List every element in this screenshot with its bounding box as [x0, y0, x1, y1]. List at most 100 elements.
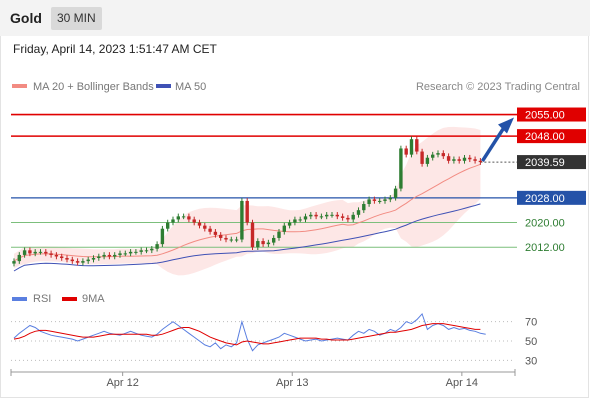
- candle-body: [197, 222, 202, 226]
- candle-body: [234, 239, 239, 241]
- candle-body: [245, 200, 249, 223]
- candle-body: [388, 197, 392, 200]
- support-label: 2020.00: [525, 218, 565, 230]
- candle-body: [60, 256, 64, 259]
- rsi-ma-legend-label: 9MA: [82, 293, 105, 305]
- candle-body: [134, 251, 138, 253]
- candle-body: [420, 151, 424, 164]
- resistance-tag: [517, 107, 586, 122]
- header-bar: Gold 30 MIN: [0, 0, 590, 36]
- candle-body: [346, 217, 350, 220]
- rsi-level-label: 70: [525, 317, 537, 329]
- candle-body: [287, 222, 292, 226]
- candle-body: [203, 225, 207, 229]
- ma20-line: [13, 163, 481, 262]
- candle-body: [75, 261, 80, 263]
- candle-body: [176, 216, 180, 220]
- candle-body: [256, 241, 260, 248]
- last-price-label: 2039.59: [525, 157, 565, 169]
- candle-body: [97, 256, 101, 259]
- candle-body: [155, 244, 159, 249]
- candle-body: [192, 219, 196, 223]
- timeframe-badge[interactable]: 30 MIN: [51, 7, 102, 30]
- candle-body: [383, 199, 387, 201]
- candle-body: [372, 199, 377, 201]
- rsi-ma-line: [13, 323, 481, 346]
- candle-body: [81, 261, 85, 263]
- candle-body: [293, 219, 297, 223]
- candle-body: [409, 139, 414, 155]
- candle-body: [261, 241, 265, 245]
- bollinger-band-fill: [14, 126, 481, 276]
- candle-body: [44, 251, 48, 254]
- candle-body: [229, 239, 233, 241]
- candle-body: [166, 222, 170, 229]
- candle-body: [452, 159, 456, 161]
- candle-body: [219, 234, 223, 238]
- candle-body: [272, 237, 276, 243]
- ma20-legend-swatch: [12, 84, 27, 88]
- candle-body: [33, 251, 37, 254]
- candle-body: [17, 254, 21, 262]
- candle-body: [128, 251, 133, 254]
- pivot-label: 2028.00: [525, 193, 565, 205]
- candle-body: [277, 231, 281, 238]
- time-tick-label: Apr 13: [276, 377, 308, 389]
- attribution: Research © 2023 Trading Central: [416, 81, 580, 93]
- timestamp: Friday, April 14, 2023 1:51:47 AM CET: [13, 42, 217, 56]
- candle-body: [351, 214, 355, 220]
- candle-body: [399, 148, 403, 189]
- candle-body: [378, 200, 382, 202]
- candle-body: [441, 153, 445, 157]
- candle-body: [314, 214, 318, 217]
- resistance-label: 2055.00: [525, 110, 565, 122]
- candle-body: [38, 251, 43, 253]
- candle-body: [224, 237, 228, 240]
- candle-body: [303, 216, 308, 220]
- candle-body: [330, 214, 334, 216]
- candle-body: [335, 214, 339, 217]
- rsi-level-label: 50: [525, 336, 537, 348]
- candle-body: [340, 216, 345, 218]
- candle-body: [91, 258, 96, 260]
- candle-body: [319, 216, 324, 218]
- candle-body: [12, 261, 16, 264]
- candle-body: [150, 248, 154, 251]
- candle-body: [436, 153, 440, 155]
- rsi-level-label: 30: [525, 355, 537, 367]
- candle-body: [86, 259, 90, 262]
- candle-body: [123, 253, 127, 255]
- rsi-legend: RSI 9MA: [12, 293, 105, 305]
- candle-body: [113, 254, 117, 257]
- ma50-legend-label: MA 50: [175, 81, 206, 93]
- support-label: 2012.00: [525, 242, 565, 254]
- candle-body: [28, 250, 32, 254]
- candle-body: [160, 228, 165, 245]
- candle-body: [171, 219, 175, 223]
- candle-body: [266, 242, 271, 245]
- rsi-legend-label: RSI: [33, 293, 51, 305]
- rsi-ma-legend-swatch: [62, 297, 77, 301]
- candle-body: [250, 222, 255, 248]
- asset-title: Gold: [10, 10, 42, 26]
- candle-body: [54, 254, 59, 257]
- candle-body: [446, 156, 451, 161]
- candle-body: [102, 254, 106, 257]
- chart-frame: [0, 36, 589, 398]
- time-tick-label: Apr 12: [106, 377, 138, 389]
- candle-body: [404, 148, 408, 155]
- candle-body: [473, 159, 477, 161]
- candle-body: [187, 216, 191, 220]
- candle-body: [462, 157, 467, 161]
- candle-body: [213, 231, 218, 235]
- time-axis: Apr 12 Apr 13 Apr 14: [10, 369, 516, 389]
- ma50-legend-swatch: [156, 84, 171, 88]
- candle-body: [309, 214, 313, 217]
- candle-body: [181, 216, 186, 218]
- time-tick-label: Apr 14: [446, 377, 478, 389]
- resistance-label: 2048.00: [525, 131, 565, 143]
- candle-body: [457, 159, 461, 161]
- candle-body: [431, 154, 435, 158]
- candle-body: [362, 204, 366, 211]
